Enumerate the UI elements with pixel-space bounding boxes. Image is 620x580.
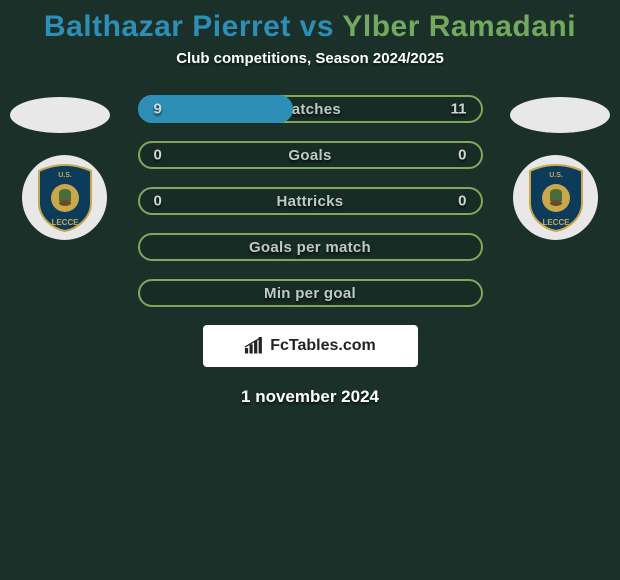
player2-disc (510, 97, 610, 133)
stat-left-value: 0 (154, 147, 162, 164)
comparison-content: U.S. LECCE U.S. LECCE 9 Matches 11 (0, 95, 620, 407)
stat-row: 9 Matches 11 (138, 95, 483, 123)
vs-text: vs (291, 10, 343, 43)
player1-name: Balthazar Pierret (44, 10, 291, 43)
stat-left-value: 0 (154, 193, 162, 210)
player2-name: Ylber Ramadani (342, 10, 576, 43)
stat-row: 0 Hattricks 0 (138, 187, 483, 215)
comparison-title: Balthazar Pierret vs Ylber Ramadani (0, 0, 620, 44)
stat-row: Min per goal (138, 279, 483, 307)
stat-row: 0 Goals 0 (138, 141, 483, 169)
subtitle: Club competitions, Season 2024/2025 (0, 50, 620, 67)
stat-left-value: 9 (154, 101, 162, 118)
stat-right-value: 0 (458, 193, 466, 210)
bars-icon (244, 337, 266, 355)
stat-label: Goals per match (249, 239, 371, 256)
stat-right-value: 11 (451, 101, 467, 118)
footer-text: FcTables.com (270, 337, 376, 355)
footer-logo: FcTables.com (244, 337, 376, 355)
stat-label: Hattricks (277, 193, 344, 210)
player1-disc (10, 97, 110, 133)
date: 1 november 2024 (0, 387, 620, 407)
stat-right-value: 0 (458, 147, 466, 164)
footer-box: FcTables.com (203, 325, 418, 367)
lecce-crest-icon: U.S. LECCE (526, 163, 586, 233)
stat-rows: 9 Matches 11 0 Goals 0 0 Hattricks 0 Goa… (138, 95, 483, 307)
stat-row: Goals per match (138, 233, 483, 261)
stat-label: Min per goal (264, 285, 356, 302)
svg-text:U.S.: U.S. (58, 172, 72, 179)
stat-label: Goals (288, 147, 331, 164)
svg-text:U.S.: U.S. (549, 172, 563, 179)
player2-club-badge: U.S. LECCE (513, 155, 598, 240)
lecce-crest-icon: U.S. LECCE (35, 163, 95, 233)
player1-club-badge: U.S. LECCE (22, 155, 107, 240)
svg-text:LECCE: LECCE (542, 218, 570, 227)
svg-text:LECCE: LECCE (51, 218, 79, 227)
